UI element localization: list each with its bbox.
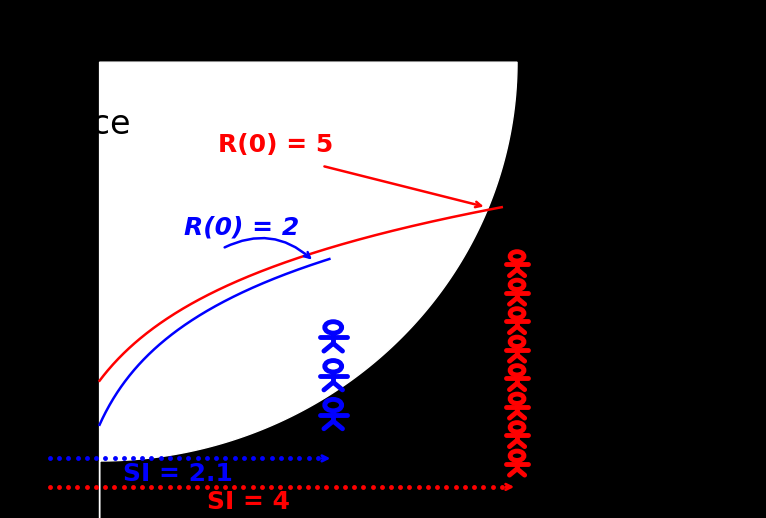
Text: SI = 2.1: SI = 2.1 xyxy=(123,462,232,486)
Text: $I_t$: $I_t$ xyxy=(515,42,550,97)
Text: R(0) = 5: R(0) = 5 xyxy=(218,133,333,157)
Text: ence: ence xyxy=(50,108,130,141)
Text: R(0) = 2: R(0) = 2 xyxy=(184,216,299,240)
Text: SI = 4: SI = 4 xyxy=(207,491,290,514)
Polygon shape xyxy=(100,62,517,518)
